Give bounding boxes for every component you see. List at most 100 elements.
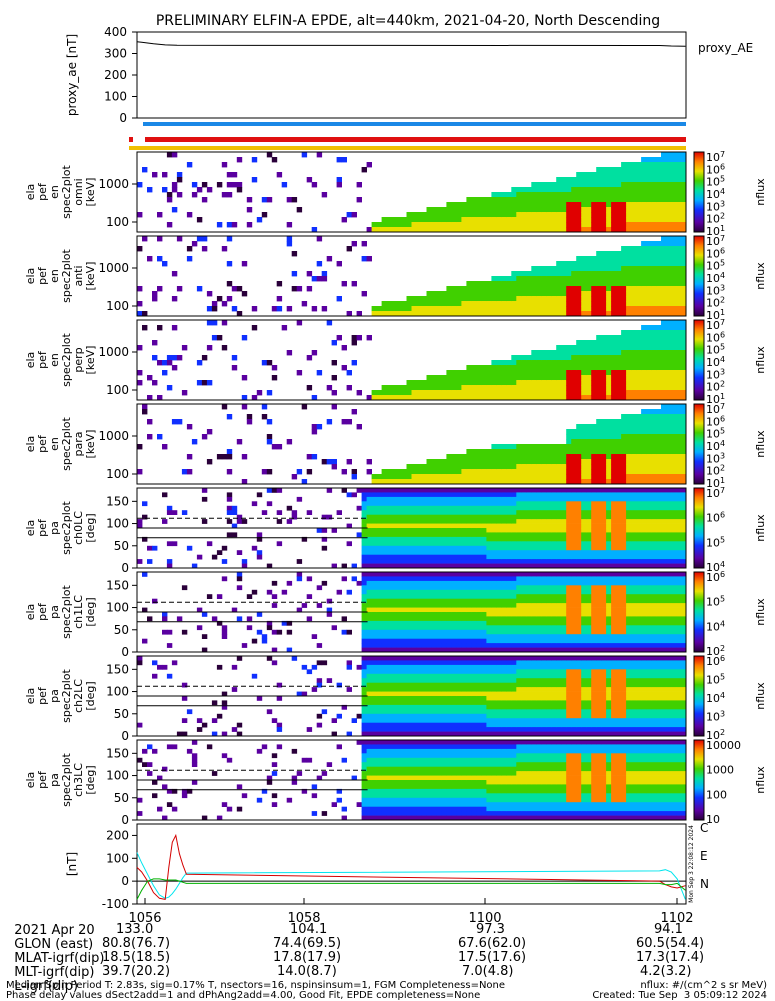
spectrogram-cell [501, 474, 506, 479]
spectrogram-cell [551, 469, 556, 474]
spectrogram-cell [591, 603, 596, 608]
spectrogram-cell [217, 222, 222, 227]
spectrogram-cell [486, 576, 491, 581]
spectrogram-cell [656, 541, 661, 546]
spectrogram-cell [581, 207, 586, 212]
spectrogram-cell [481, 469, 486, 474]
energy-ytick-label: 100 [106, 215, 129, 229]
spectrogram-cell [322, 276, 327, 281]
spectrogram-cell [586, 612, 591, 617]
spectrogram-cell [207, 320, 212, 325]
spectrogram-cell [531, 643, 536, 648]
spectrogram-cell [372, 492, 377, 497]
spectrogram-cell [536, 202, 541, 207]
spectrogram-cell [606, 528, 611, 533]
spectrogram-cell [631, 182, 636, 187]
spectrogram-cell [661, 256, 666, 261]
spectrogram-cell [541, 519, 546, 524]
spectrogram-cell [147, 187, 152, 192]
spectrogram-cell [521, 608, 526, 613]
spectrogram-cell [446, 492, 451, 497]
spectrogram-cell [551, 603, 556, 608]
spectrogram-cell [382, 497, 387, 502]
spectrogram-cell [531, 187, 536, 192]
spectrogram-cell [362, 541, 367, 546]
spectrogram-cell [402, 576, 407, 581]
spectrogram-cell [611, 355, 616, 360]
spectrogram-cell [501, 555, 506, 560]
spectrogram-cell [441, 291, 446, 296]
spectrogram-cell [641, 212, 646, 217]
spectrogram-cell [561, 492, 566, 497]
spectrogram-cell [596, 256, 601, 261]
spectrogram-cell [202, 236, 207, 241]
spectrogram-cell [422, 616, 427, 621]
spectrogram-cell [621, 286, 626, 291]
spectrogram-cell [407, 528, 412, 533]
spectrogram-cell [636, 246, 641, 251]
spectrogram-cell [362, 590, 367, 595]
spectrogram-cell [591, 429, 596, 434]
spectrogram-cell [661, 266, 666, 271]
spectrogram-cell [546, 488, 551, 493]
spectrogram-cell [671, 429, 676, 434]
spectrogram-cell [551, 202, 556, 207]
spectrogram-cell [506, 506, 511, 511]
spectrogram-cell [526, 590, 531, 595]
spectrogram-cell [142, 501, 147, 506]
spectrogram-cell [661, 492, 666, 497]
spectrogram-cell [451, 555, 456, 560]
spectrogram-cell [561, 532, 566, 537]
spectrogram-cell [581, 541, 586, 546]
spectrogram-cell [661, 222, 666, 227]
spectrogram-cell [317, 236, 322, 241]
spectrogram-cell [571, 212, 576, 217]
spectrogram-cell [671, 172, 676, 177]
spectrogram-cell [461, 541, 466, 546]
spectrogram-cell [646, 187, 651, 192]
spectrogram-cell [601, 340, 606, 345]
spectrogram-cell [626, 330, 631, 335]
spectrogram-cell [422, 528, 427, 533]
spectrogram-cell [631, 510, 636, 515]
spectrogram-cell [207, 187, 212, 192]
spectrogram-cell [511, 528, 516, 533]
spectrogram-cell [551, 639, 556, 644]
spectrogram-cell [242, 643, 247, 648]
spectrogram-cell [392, 519, 397, 524]
spectrogram-cell [167, 197, 172, 202]
spectrogram-cell [651, 162, 656, 167]
spectrogram-cell [626, 271, 631, 276]
spectrogram-cell [631, 385, 636, 390]
spectrogram-cell [561, 355, 566, 360]
spectrogram-cell [531, 365, 536, 370]
spectrogram-cell [606, 434, 611, 439]
spectrogram-cell [606, 202, 611, 207]
spectrogram-cell [491, 603, 496, 608]
spectrogram-cell [636, 301, 641, 306]
spectrogram-cell [372, 519, 377, 524]
spectrogram-cell [387, 590, 392, 595]
spectrogram-cell [466, 616, 471, 621]
spectrogram-cell [441, 621, 446, 626]
spectrogram-cell [342, 576, 347, 581]
spectrogram-cell [601, 497, 606, 502]
spectrogram-cell [531, 585, 536, 590]
spectrogram-cell [636, 217, 641, 222]
spectrogram-cell [571, 572, 576, 577]
spectrogram-cell [531, 380, 536, 385]
spectrogram-cell [591, 501, 596, 506]
spectrogram-cell [342, 157, 347, 162]
spectrogram-cell [437, 555, 442, 560]
spectrogram-cell [387, 581, 392, 586]
spectrogram-cell [626, 559, 631, 564]
spectrogram-cell [641, 296, 646, 301]
spectrogram-cell [611, 217, 616, 222]
spectrogram-cell [561, 555, 566, 560]
spectrogram-cell [581, 380, 586, 385]
spectrogram-cell [491, 497, 496, 502]
spectrogram-cell [666, 236, 671, 241]
spectrogram-cell [631, 251, 636, 256]
spectrogram-cell [147, 256, 152, 261]
